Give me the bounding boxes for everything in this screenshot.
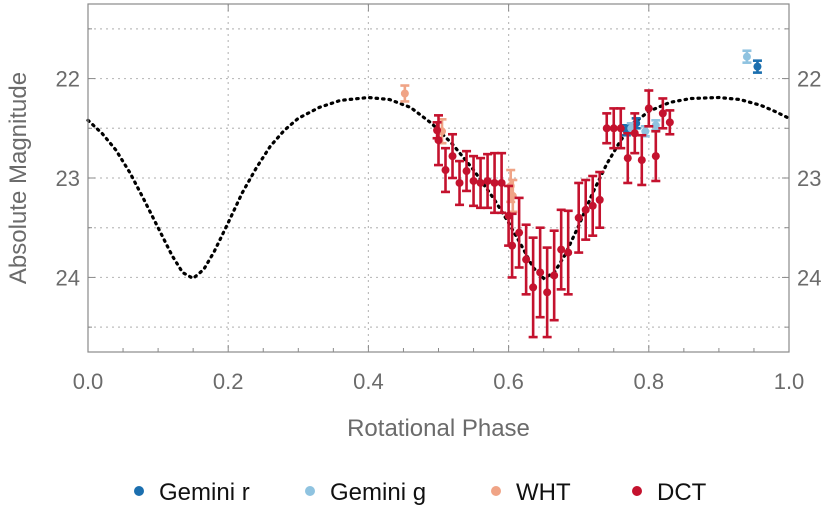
y-tick-label: 22 [56, 67, 80, 92]
data-point [609, 124, 618, 133]
model-curve [86, 95, 791, 281]
data-point [529, 283, 538, 292]
data-point [644, 104, 653, 113]
data-point [448, 152, 457, 161]
data-point [441, 166, 450, 175]
x-tick-label: 0.2 [213, 369, 244, 394]
data-point [515, 228, 524, 237]
data-point [616, 124, 625, 133]
y-axis-label: Absolute Magnitude [5, 72, 32, 284]
data-point [581, 205, 590, 214]
x-tick-label: 0.4 [353, 369, 384, 394]
data-point [476, 178, 485, 187]
y-tick-label-right: 23 [797, 166, 821, 191]
legend-marker [134, 486, 144, 496]
data-point [490, 178, 499, 187]
y-tick-label-right: 22 [797, 67, 821, 92]
data-point [400, 89, 409, 98]
data-point [543, 288, 552, 297]
x-tick-label: 0.6 [493, 369, 524, 394]
x-axis-label: Rotational Phase [347, 415, 530, 442]
data-point [623, 154, 632, 163]
series-gemini-g [626, 49, 752, 138]
data-point [508, 241, 517, 250]
data-point [434, 136, 443, 145]
data-point [630, 129, 639, 138]
data-points [400, 49, 762, 339]
data-point [742, 52, 751, 61]
y-tick-label-right: 24 [797, 265, 821, 290]
data-point [658, 109, 667, 118]
legend-marker [491, 486, 501, 496]
x-tick-label: 0.8 [634, 369, 665, 394]
data-point [651, 152, 660, 161]
data-point [651, 121, 660, 130]
data-point [602, 124, 611, 133]
legend-label: DCT [657, 479, 707, 506]
data-point [455, 178, 464, 187]
data-point [536, 268, 545, 277]
data-point [595, 195, 604, 204]
legend-label: Gemini r [159, 479, 250, 506]
data-point [637, 156, 646, 165]
data-point [550, 271, 559, 280]
data-point [497, 178, 506, 187]
model-curve-line [86, 95, 791, 281]
legend-marker [305, 486, 315, 496]
data-point [483, 176, 492, 185]
legend-label: WHT [516, 479, 571, 506]
y-tick-label: 23 [56, 166, 80, 191]
y-tick-label: 24 [56, 265, 80, 290]
legend: Gemini r Gemini g WHT DCT [134, 479, 707, 506]
x-tick-label: 0.0 [73, 369, 104, 394]
data-point [462, 167, 471, 176]
data-point [564, 248, 573, 257]
legend-label: Gemini g [330, 479, 426, 506]
legend-marker [632, 486, 642, 496]
data-point [753, 62, 762, 71]
data-point [433, 126, 442, 135]
series-dct [432, 89, 675, 339]
data-point [469, 176, 478, 185]
x-tick-label: 1.0 [774, 369, 805, 394]
grid [88, 4, 789, 352]
data-point [522, 255, 531, 264]
axis-ticks: 0.0 0.2 0.4 0.6 0.8 1.0 22 22 23 23 24 24 [56, 4, 821, 394]
data-point [557, 245, 566, 254]
data-point [641, 127, 650, 136]
data-point [574, 213, 583, 222]
data-point [665, 118, 674, 127]
data-point [588, 201, 597, 210]
